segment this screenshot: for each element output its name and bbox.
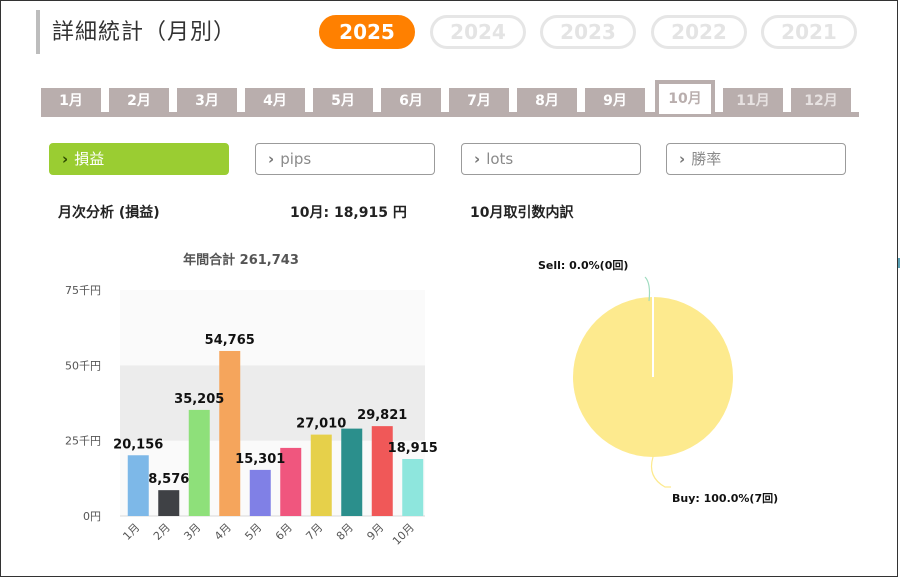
x-tick-label: 8月 xyxy=(334,521,356,543)
data-label: 15,301 xyxy=(235,452,285,467)
metric-label: pips xyxy=(280,150,312,168)
year-tab-2024[interactable]: 2024 xyxy=(430,15,526,49)
data-label: 29,821 xyxy=(357,408,407,423)
pie-leader-line xyxy=(644,276,651,302)
pie-slice-label: Sell: 0.0%(0回) xyxy=(538,258,628,272)
data-label: 27,010 xyxy=(296,417,346,432)
month-tabs-baseline xyxy=(41,112,859,117)
bar xyxy=(249,469,271,516)
month-tab-3[interactable]: 3月 xyxy=(177,88,237,114)
metric-button-pips[interactable]: › pips xyxy=(255,143,435,175)
page-title: 詳細統計（月別） xyxy=(52,20,237,45)
trade-breakdown-label: 10月取引数内訳 xyxy=(470,205,574,221)
month-tab-7[interactable]: 7月 xyxy=(449,88,509,114)
x-tick-label: 7月 xyxy=(303,521,325,543)
chevron-right-icon: › xyxy=(268,150,275,168)
metric-button-pnl[interactable]: › 損益 xyxy=(49,143,229,175)
year-tab-2023[interactable]: 2023 xyxy=(540,15,636,49)
metric-label: lots xyxy=(486,150,514,168)
bar xyxy=(127,455,149,516)
chart-total-title: 年間合計 261,743 xyxy=(183,252,299,268)
metric-label: 損益 xyxy=(74,150,105,168)
pie-slice-label: Buy: 100.0%(7回) xyxy=(672,491,778,505)
year-tab-2025[interactable]: 2025 xyxy=(319,15,415,49)
year-tab-2022[interactable]: 2022 xyxy=(651,15,747,49)
bar xyxy=(371,426,393,516)
x-tick-label: 6月 xyxy=(273,521,295,543)
x-tick-label: 5月 xyxy=(242,521,264,543)
month-total-value: 10月: 18,915 円 xyxy=(290,205,407,221)
y-tick-label: 0円 xyxy=(83,510,101,523)
month-tab-1[interactable]: 1月 xyxy=(41,88,101,114)
bar xyxy=(158,490,180,516)
x-tick-label: 10月 xyxy=(390,521,417,548)
data-label: 54,765 xyxy=(205,333,255,348)
month-tab-5[interactable]: 5月 xyxy=(313,88,373,114)
bar xyxy=(219,350,241,516)
metric-label: 勝率 xyxy=(691,150,722,168)
month-tab-8[interactable]: 8月 xyxy=(517,88,577,114)
data-label: 20,156 xyxy=(113,437,163,452)
data-label: 18,915 xyxy=(388,441,438,456)
metric-button-winrate[interactable]: › 勝率 xyxy=(666,143,846,175)
month-tab-2[interactable]: 2月 xyxy=(109,88,169,114)
year-tab-2021[interactable]: 2021 xyxy=(761,15,857,49)
y-tick-label: 25千円 xyxy=(65,435,101,448)
month-tab-10[interactable]: 10月 xyxy=(655,80,715,114)
x-tick-label: 1月 xyxy=(120,521,142,543)
x-tick-label: 3月 xyxy=(181,521,203,543)
trade-breakdown-pie-chart: Sell: 0.0%(0回) Buy: 100.0%(7回) xyxy=(538,258,778,505)
month-tab-12[interactable]: 12月 xyxy=(791,88,851,114)
metric-button-lots[interactable]: › lots xyxy=(461,143,641,175)
data-label: 35,205 xyxy=(174,392,224,407)
monthly-pnl-bar-chart: 年間合計 261,743 0円 25千円 50千円 75千円 20,156 8,576 3… xyxy=(65,252,438,548)
bar xyxy=(188,409,210,516)
x-tick-label: 4月 xyxy=(212,521,234,543)
bar xyxy=(402,459,424,516)
month-tab-6[interactable]: 6月 xyxy=(381,88,441,114)
x-tick-label: 2月 xyxy=(151,521,173,543)
y-tick-label: 50千円 xyxy=(65,359,101,372)
month-tab-9[interactable]: 9月 xyxy=(585,88,645,114)
scroll-edge-marker xyxy=(898,258,900,268)
month-tab-4[interactable]: 4月 xyxy=(245,88,305,114)
monthly-analysis-label: 月次分析 (損益) xyxy=(58,205,160,221)
bar xyxy=(310,434,332,516)
bar xyxy=(341,428,363,516)
month-tabs: 1月 2月 3月 4月 5月 6月 7月 8月 9月 10月 11月 12月 xyxy=(41,80,861,118)
y-tick-label: 75千円 xyxy=(65,284,101,297)
title-accent-bar xyxy=(36,10,40,54)
bar xyxy=(280,447,302,516)
pie-leader-line xyxy=(650,456,671,488)
chevron-right-icon: › xyxy=(62,150,69,168)
chevron-right-icon: › xyxy=(679,150,686,168)
x-tick-label: 9月 xyxy=(364,521,386,543)
chevron-right-icon: › xyxy=(474,150,481,168)
month-tab-11[interactable]: 11月 xyxy=(723,88,783,114)
grid-band xyxy=(120,290,425,366)
data-label: 8,576 xyxy=(148,472,189,487)
